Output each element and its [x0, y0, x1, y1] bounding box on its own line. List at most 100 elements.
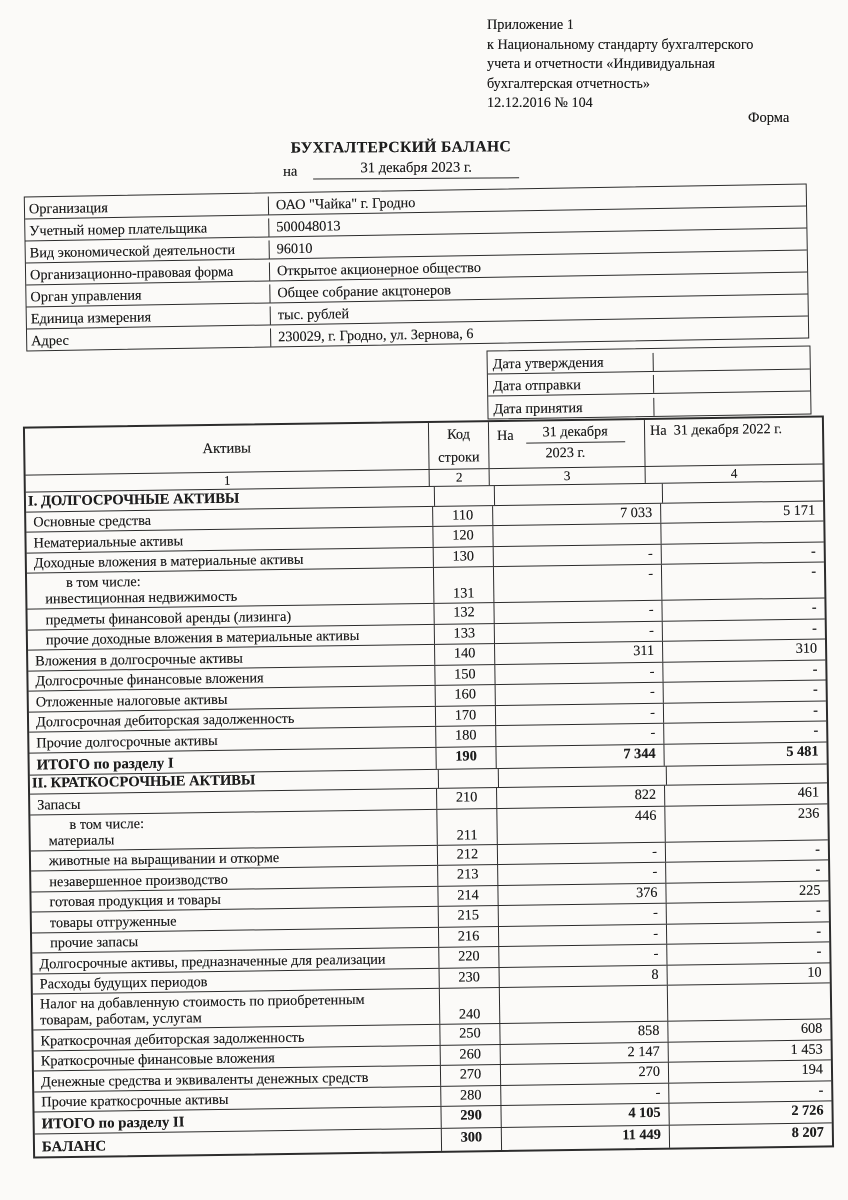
col-header-2023-line1: На 31 декабря	[489, 423, 644, 444]
row-value-2023-cell: -	[495, 682, 664, 705]
date-label: Дата отправки	[487, 374, 655, 396]
row-value-2023-cell	[493, 523, 662, 546]
row-value-2022-cell	[667, 764, 827, 785]
row-value-2022-cell: -	[813, 722, 819, 739]
col-number-2: 2	[429, 469, 490, 486]
balance-rows: I. ДОЛГОСРОЧНЫЕ АКТИВЫ Основные средства 1…	[25, 480, 833, 1157]
row-code-cell: 220	[439, 947, 500, 968]
dates-table: Дата утверждения Дата отправки Дата принят…	[486, 345, 812, 420]
row-value-2022-cell: 461	[797, 784, 820, 801]
row-value-2022-cell: -	[811, 599, 817, 616]
row-code-cell: 213	[438, 865, 499, 886]
col-header-2023-year: 2023 г.	[545, 444, 586, 462]
row-code-cell: 210	[437, 788, 498, 809]
row-code-cell: 230	[439, 967, 500, 988]
row-code-cell: 250	[440, 1024, 501, 1045]
col-header-2023-prefix: На	[496, 427, 514, 445]
row-value-2022-cell	[663, 481, 823, 502]
subtitle-prefix: на	[283, 163, 298, 180]
row-value-2022-cell: 236	[797, 805, 820, 822]
row-value-2023-cell: -	[495, 703, 665, 726]
col-header-code-line2: строки	[438, 449, 480, 466]
row-code-cell: 300	[441, 1128, 503, 1151]
row-value-2023-cell: -	[498, 903, 667, 926]
row-code-cell: 216	[438, 926, 500, 947]
date-label: Дата принятия	[488, 397, 655, 419]
row-value-2023-cell: -	[501, 1083, 670, 1106]
row-code-cell	[438, 768, 500, 788]
row-value-2023-cell: 8	[499, 965, 668, 988]
row-label: БАЛАНС	[41, 1138, 107, 1156]
document-subtitle: на 31 декабря 2023 г.	[283, 159, 520, 180]
row-value-2023-cell: -	[493, 544, 662, 567]
row-value-2022-cell: -	[811, 620, 817, 637]
subtitle-date: 31 декабря 2023 г.	[313, 159, 520, 180]
row-value-2023-cell	[499, 985, 669, 1024]
row-code-cell: 270	[440, 1065, 502, 1086]
col-header-code: Код строки	[428, 422, 490, 469]
header-line: учета и отчетности «Индивидуальная	[487, 56, 715, 72]
row-label-cell: Налог на добавленную стоимость по приобр…	[32, 988, 441, 1030]
row-value-2022-cell: 310	[795, 640, 818, 657]
row-value-2022-cell: -	[816, 923, 822, 940]
row-code-cell: 132	[434, 603, 495, 624]
col-header-2022: На 31 декабря 2022 г.	[649, 421, 783, 439]
row-code-cell: 150	[435, 664, 496, 685]
row-code-cell: 260	[440, 1044, 501, 1065]
row-value-2023-cell: 7 033	[493, 503, 662, 526]
row-value-2023-cell: -	[498, 924, 668, 947]
row-code-cell: 212	[437, 844, 499, 865]
col-header-2023-date: 31 декабря	[525, 423, 625, 444]
organization-info-table: Организация ОАО "Чайка" г. Гродно Учетный …	[23, 183, 810, 352]
row-value-2022-cell: 1 453	[790, 1041, 823, 1058]
row-value-2023-cell: -	[496, 723, 665, 746]
document-header: Приложение 1 к Национальному стандарту б…	[487, 16, 817, 114]
row-value-2022-cell: -	[810, 543, 816, 560]
row-value-2023-cell: 4 105	[501, 1103, 670, 1128]
row-value-2023-cell	[494, 483, 664, 505]
org-info-value: 230029, г. Гродно, ул. Зернова, 6	[278, 326, 474, 346]
row-value-2023-cell: 270	[500, 1062, 670, 1085]
row-value-2023-cell: 376	[498, 883, 667, 906]
row-value-2023-cell: 858	[500, 1021, 669, 1044]
row-label-cell: БАЛАНС	[34, 1128, 443, 1157]
row-value-2022-cell: -	[815, 841, 821, 858]
row-code-cell: 280	[441, 1085, 502, 1106]
row-value-2022-cell: 5 481	[786, 743, 819, 760]
row-code-cell: 214	[438, 885, 499, 906]
row-value-2023-cell: -	[495, 662, 664, 685]
balance-sheet-table: Активы Код строки На 31 декабря 2023 г. …	[22, 415, 835, 1159]
row-value-2022-cell: -	[816, 943, 822, 960]
header-line: 12.12.2016 № 104	[487, 95, 593, 111]
date-label: Дата утверждения	[487, 352, 654, 374]
col-header-code-line1: Код	[447, 426, 471, 443]
col-number-3: 3	[489, 466, 646, 486]
row-code-cell: 131	[433, 567, 495, 603]
row-value-2022-cell: 194	[801, 1061, 824, 1078]
forma-label: Форма	[748, 110, 790, 126]
row-label-cell: в том числе: инвестиционная недвижимость	[26, 567, 435, 609]
row-value-2022-cell: 608	[800, 1020, 823, 1037]
title-block: БУХГАЛТЕРСКИЙ БАЛАНС на 31 декабря 2023 …	[283, 138, 520, 180]
row-value-2022-cell	[668, 983, 830, 1020]
row-value-2022-cell: -	[812, 681, 818, 698]
header-line: бухгалтерская отчетность»	[487, 75, 650, 92]
section-title: II. КРАТКОСРОЧНЫЕ АКТИВЫ	[31, 772, 256, 792]
row-value-2022-cell	[661, 521, 823, 543]
row-value-2022-cell: -	[813, 702, 819, 719]
header-line: Приложение 1	[487, 17, 574, 33]
row-code-cell: 170	[435, 705, 497, 726]
row-value-2022-cell: -	[815, 861, 821, 878]
org-info-label: Адрес	[27, 328, 272, 351]
row-value-2022-cell: 225	[798, 882, 821, 899]
row-value-2022-cell: 2 726	[791, 1102, 824, 1119]
row-value-2022-cell: -	[815, 902, 821, 919]
row-code-cell: 110	[433, 505, 494, 526]
row-code-cell: 130	[433, 546, 494, 567]
row-value-2023-cell: 822	[497, 785, 666, 808]
row-value-2023-cell: 2 147	[500, 1042, 669, 1065]
row-value-2022-cell: -	[818, 1082, 824, 1099]
row-value-2023-cell: -	[494, 600, 663, 623]
row-value-2023-cell: -	[499, 944, 668, 967]
